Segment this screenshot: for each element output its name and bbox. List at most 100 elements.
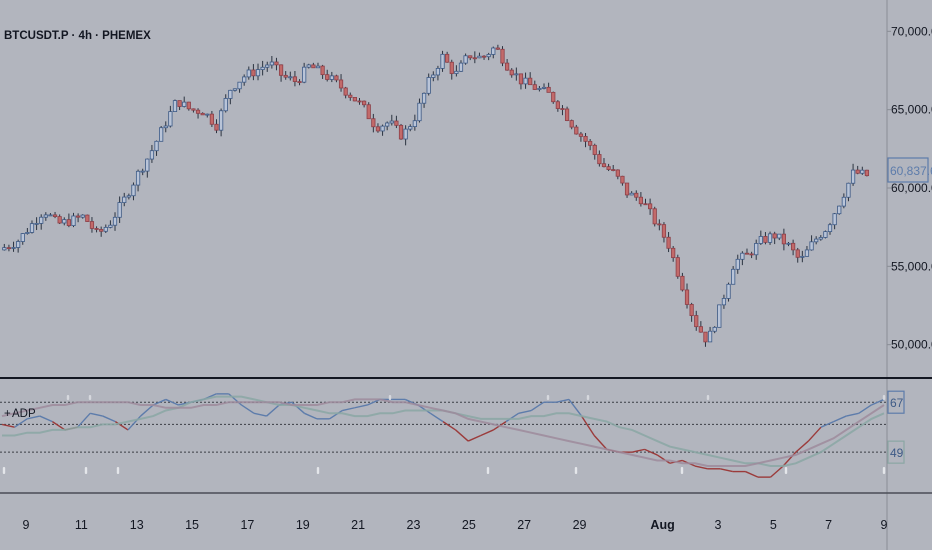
adp-main-segment: [694, 465, 708, 470]
candle: [242, 74, 247, 86]
adp-main-segment: [745, 470, 759, 478]
candle: [468, 55, 473, 61]
candle: [315, 62, 321, 69]
candle: [744, 248, 750, 255]
candle: [818, 235, 823, 241]
adp-bottom-signal: [2, 467, 6, 474]
adp-main-segment: [530, 401, 545, 412]
candle: [772, 231, 777, 245]
candle: [94, 226, 99, 233]
adp-main-segment: [480, 429, 494, 437]
adp-main-segment: [581, 415, 595, 436]
candle: [131, 182, 136, 201]
adp-slow-line: [1, 398, 885, 467]
candle: [791, 239, 796, 256]
candle: [325, 69, 330, 82]
candle: [34, 217, 39, 231]
candle: [57, 214, 62, 225]
price-chart-title: BTCUSDT.P · 4h · PHEMEX: [4, 30, 151, 42]
candle: [255, 63, 261, 81]
candle: [832, 213, 837, 230]
adp-bottom-signal: [84, 467, 88, 474]
candle: [707, 326, 713, 343]
candle: [698, 321, 703, 333]
candle: [371, 113, 376, 133]
adp-main-segment: [871, 398, 885, 406]
candle: [666, 232, 671, 253]
candle: [717, 304, 722, 328]
candle: [731, 266, 736, 285]
adp-top-signal: [88, 395, 92, 400]
candle: [16, 239, 21, 253]
candle: [269, 55, 274, 69]
candle: [385, 121, 390, 131]
candle: [804, 246, 810, 257]
adp-main-segment: [329, 409, 343, 420]
candle: [412, 114, 417, 131]
adp-main-segment: [846, 412, 859, 417]
candle: [800, 250, 805, 263]
candle: [431, 71, 436, 82]
price-tick-label: 50,000.0: [891, 338, 932, 352]
candle: [348, 92, 353, 101]
time-tick-label: 23: [407, 518, 421, 532]
candle: [786, 241, 791, 247]
candle: [841, 193, 846, 209]
time-tick-label: 19: [296, 518, 310, 532]
candle: [740, 251, 745, 266]
last-price-label: 60,837.6: [890, 164, 932, 178]
adp-level-badge: [887, 390, 905, 414]
time-tick-label: 29: [573, 518, 587, 532]
last-price-marker[interactable]: 60,837.6: [887, 157, 932, 183]
candle: [265, 61, 270, 72]
candle: [398, 123, 404, 140]
candle: [680, 272, 685, 292]
candle: [214, 119, 219, 134]
candle: [52, 211, 58, 219]
adp-main-segment: [720, 468, 733, 473]
candle: [2, 243, 7, 251]
adp-main-segment: [140, 404, 154, 417]
candle: [657, 219, 662, 231]
candle: [463, 53, 468, 65]
adp-main-segment: [593, 435, 608, 450]
candle: [514, 67, 519, 81]
time-tick-label: 15: [185, 518, 199, 532]
candle: [860, 166, 865, 175]
adp-main-segment: [505, 412, 519, 423]
candle: [182, 96, 187, 108]
candle: [855, 165, 860, 175]
time-tick-label: 3: [714, 518, 721, 532]
candle: [140, 168, 145, 176]
candle: [219, 108, 224, 137]
adp-title-prefix[interactable]: +: [4, 408, 11, 420]
adp-bottom-signal: [486, 467, 490, 474]
adp-main-segment: [770, 465, 784, 478]
last-price-badge: [887, 157, 929, 183]
candle: [260, 60, 265, 76]
adp-bottom-signal: [784, 467, 788, 474]
candle: [43, 212, 48, 221]
candle: [481, 55, 487, 60]
adp-main-segment: [90, 412, 103, 417]
candle: [564, 106, 570, 122]
candle: [126, 193, 131, 200]
adp-main-segment: [266, 404, 280, 417]
candle: [205, 113, 210, 118]
candle: [726, 282, 731, 302]
candlestick-series: [2, 44, 870, 347]
candle: [523, 72, 528, 89]
candle: [777, 233, 782, 241]
time-tick-label: 13: [130, 518, 144, 532]
time-tick-label: 17: [240, 518, 254, 532]
candle: [426, 73, 431, 96]
candle: [417, 98, 422, 123]
candle: [66, 213, 71, 228]
adp-bottom-signal: [316, 467, 320, 474]
price-tick-label: 70,000.0: [891, 24, 932, 38]
candle: [246, 66, 251, 80]
candle: [145, 158, 150, 178]
adp-bottom-signal: [680, 467, 684, 474]
adp-main-segment: [656, 454, 671, 464]
adp-main-segment: [833, 415, 847, 423]
